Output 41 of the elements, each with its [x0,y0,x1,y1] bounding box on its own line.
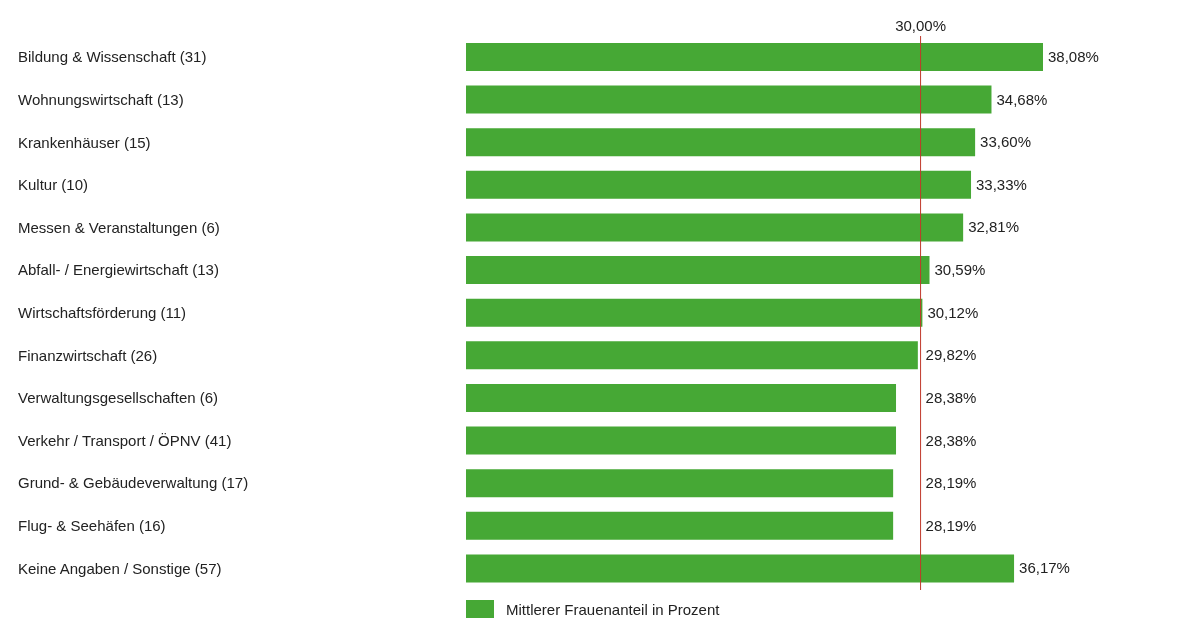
bar [466,128,976,157]
ref-line-label: 30,00% [895,17,947,34]
legend-label: Mittlerer Frauenanteil in Prozent [505,600,720,618]
data-label: 34,68% [996,90,1048,108]
y-tick-label: Kultur (10) [18,176,89,194]
data-label: 30,12% [927,303,979,321]
bar [466,85,992,114]
bar [466,554,1015,583]
y-tick-label: Flug- & Seehäfen (16) [18,517,166,535]
bar [466,511,894,540]
data-label: 32,81% [968,218,1020,236]
data-label: 36,17% [1019,559,1070,577]
y-tick-label: Abfall- / Energiewirtschaft (13) [18,261,219,279]
data-label: 28,19% [925,474,977,492]
data-label: 28,38% [925,388,977,406]
data-label: 38,08% [1048,48,1099,65]
data-label: 28,19% [925,516,977,534]
data-label: 29,82% [925,346,977,364]
bar [466,383,897,412]
y-tick-label: Krankenhäuser (15) [18,133,151,151]
y-tick-label: Keine Angaben / Sonstige (57) [18,559,222,577]
y-tick-label: Bildung & Wissenschaft (31) [18,48,207,66]
y-tick-label: Grund- & Gebäudeverwaltung (17) [18,474,249,492]
data-label: 28,38% [925,431,977,449]
data-label: 33,60% [980,133,1031,151]
bar [466,469,894,498]
y-tick-label: Wirtschaftsförderung (11) [18,304,187,321]
bar [466,426,897,455]
bar [466,43,1043,71]
bar [466,341,918,370]
bar [466,298,923,327]
y-tick-label: Wohnungswirtschaft (13) [18,90,184,108]
bar [466,256,930,285]
y-tick-label: Messen & Veranstaltungen (6) [18,218,220,236]
y-tick-label: Verkehr / Transport / ÖPNV (41) [18,431,232,449]
data-label: 30,59% [934,261,986,279]
bar [466,213,964,242]
data-label: 33,33% [976,175,1027,193]
y-tick-label: Finanzwirtschaft (26) [18,346,158,364]
bar [466,170,972,199]
y-tick-label: Verwaltungsgesellschaften (6) [18,389,219,407]
